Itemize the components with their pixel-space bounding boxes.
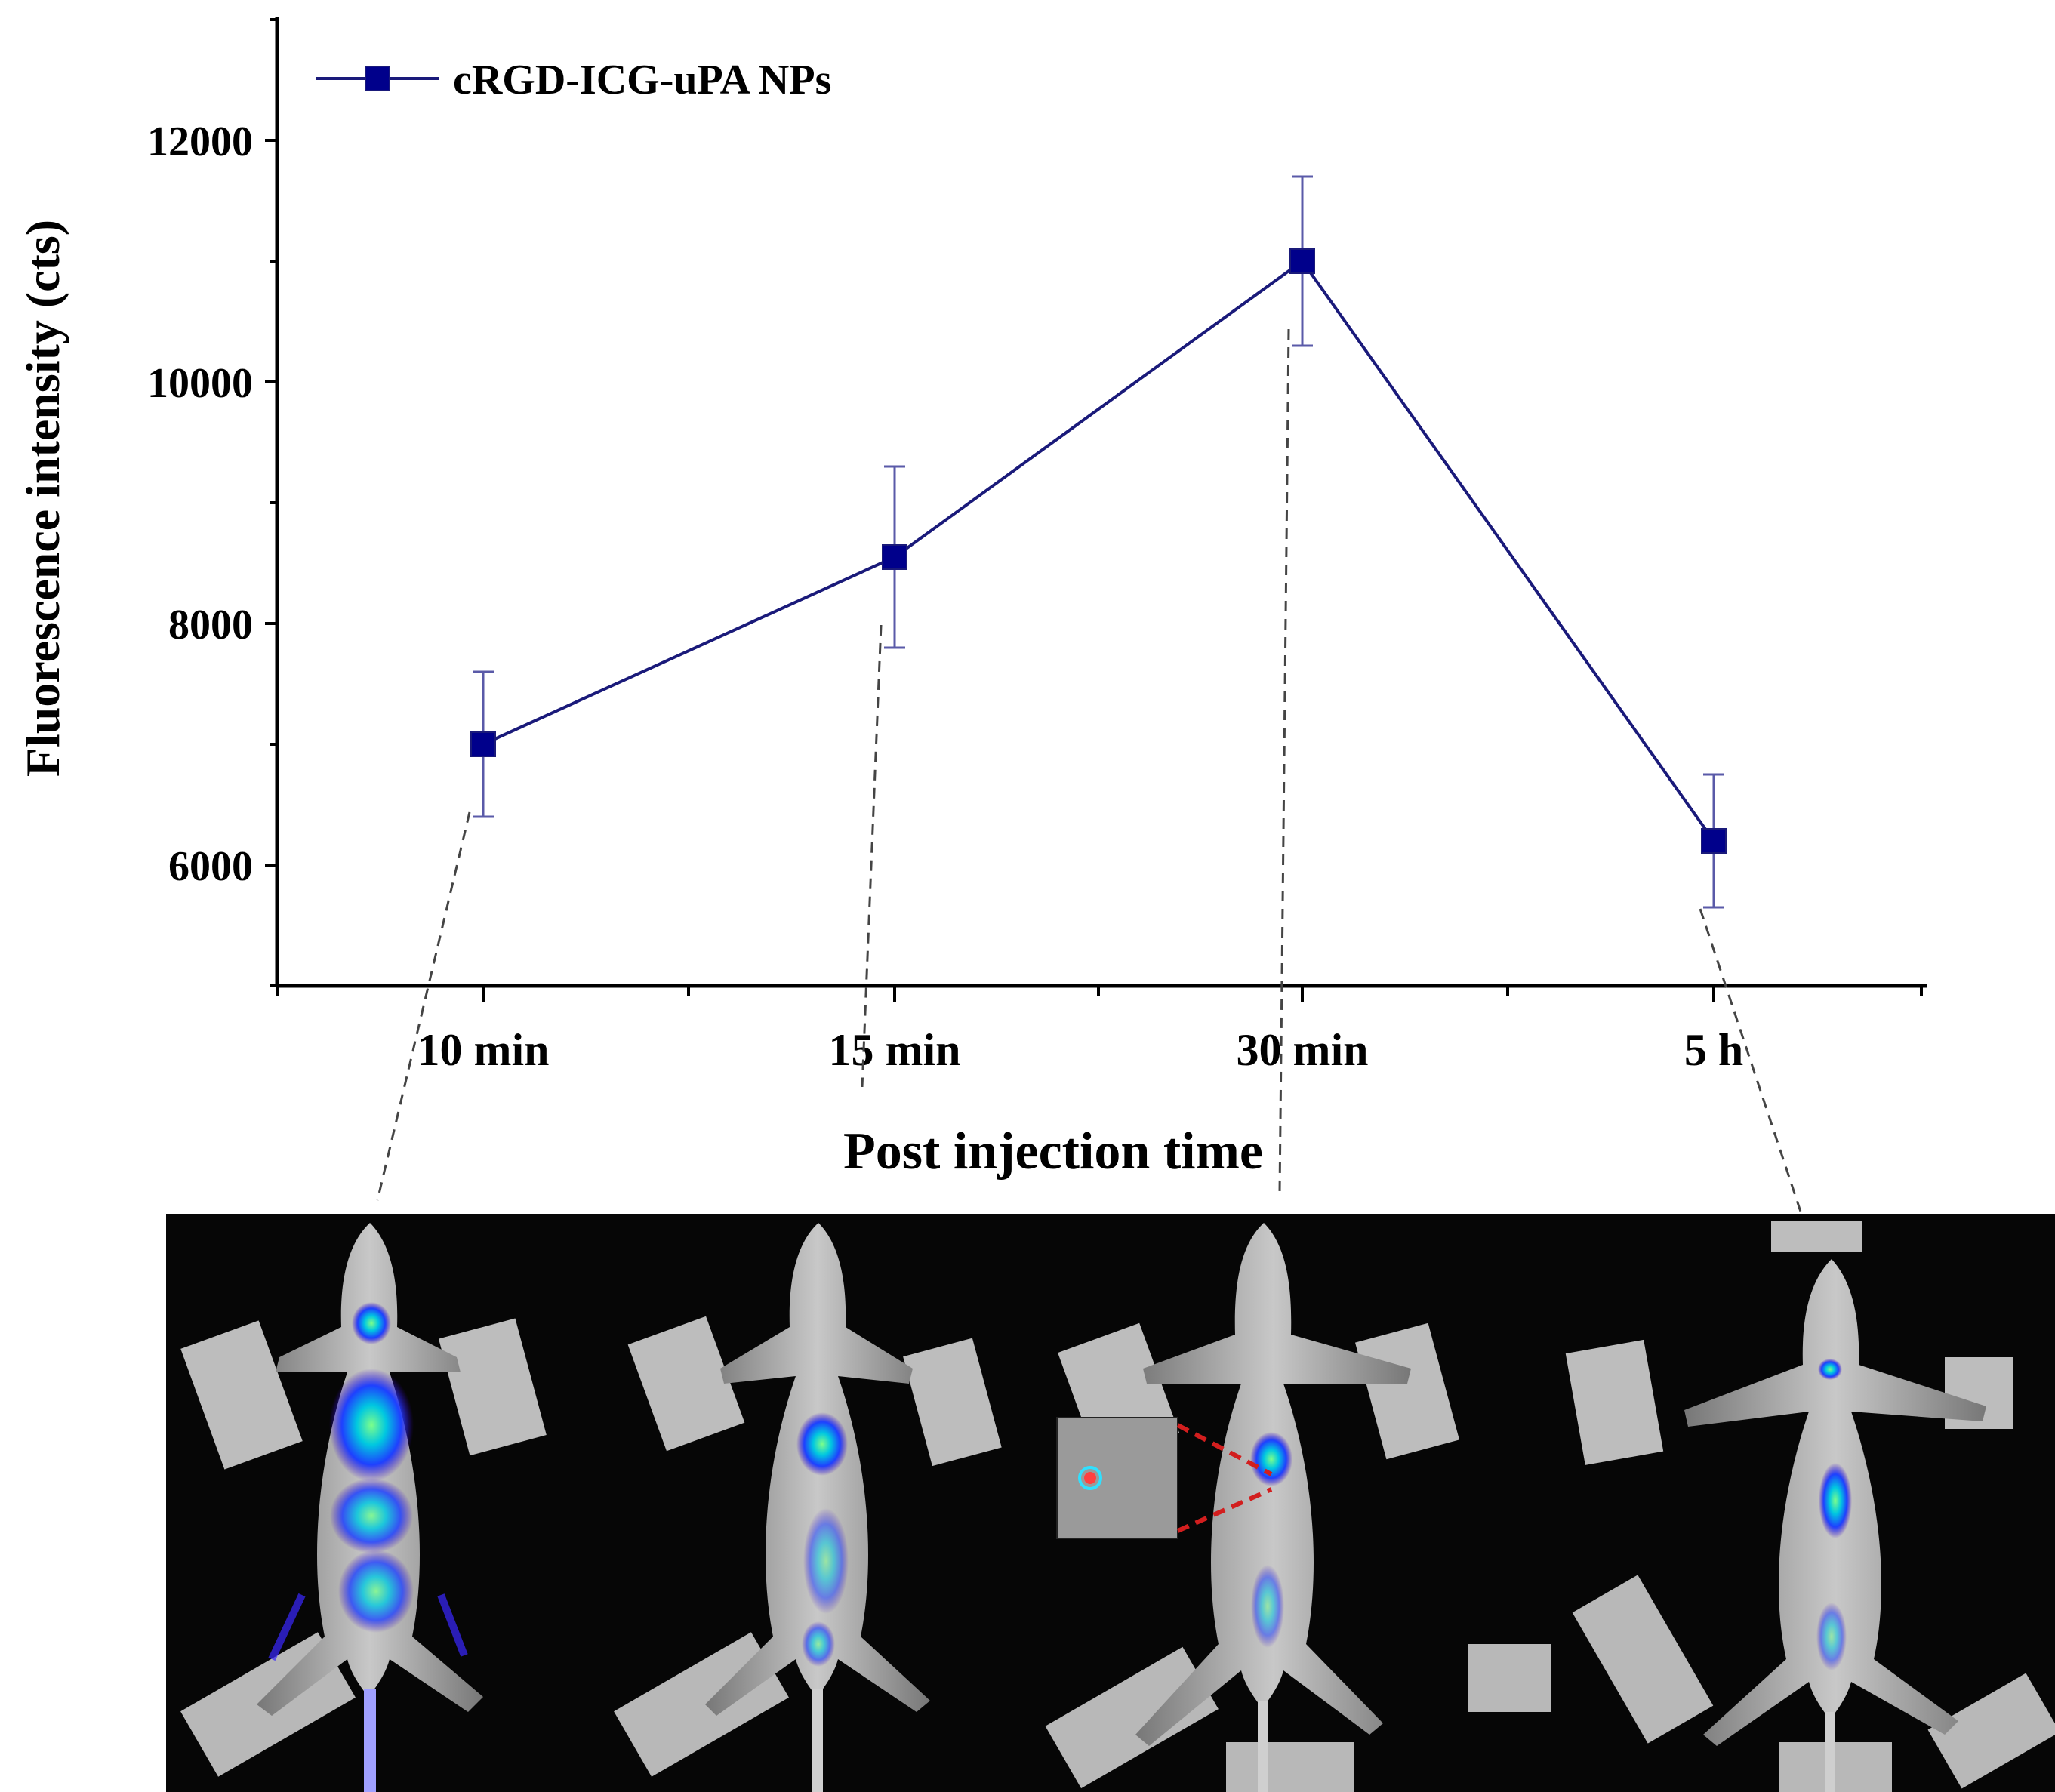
legend: cRGD-ICG-uPA NPs — [316, 57, 831, 103]
y-tick-label: 8000 — [168, 602, 253, 648]
series-line — [482, 259, 1715, 842]
image-panel-10-min — [166, 1214, 569, 1792]
x-tick-label: 5 h — [1684, 1025, 1743, 1075]
x-axis-title: Post injection time — [843, 1122, 1263, 1181]
series-cRGD-ICG-uPA-NPs — [470, 175, 1727, 909]
data-point-marker — [1289, 248, 1315, 274]
connector-line — [376, 811, 471, 1201]
connector-lines — [376, 328, 1802, 1212]
y-tick-label: 12000 — [147, 119, 253, 165]
data-point-marker — [1701, 828, 1727, 854]
x-tick-label: 10 min — [417, 1025, 549, 1075]
legend-label: cRGD-ICG-uPA NPs — [453, 57, 831, 103]
image-panel-15-min — [569, 1214, 1015, 1792]
image-panel-5-h — [1552, 1214, 2055, 1792]
legend-marker-swatch — [365, 66, 390, 91]
connector-line — [861, 624, 883, 1088]
y-tick-label: 6000 — [168, 843, 253, 890]
x-axis-ticks: 10 min 15 min 30 min 5 h — [276, 986, 1923, 1075]
data-point-marker — [882, 544, 907, 570]
y-tick-label: 10000 — [147, 360, 253, 407]
x-tick-label: 15 min — [828, 1025, 960, 1075]
x-tick-label: 30 min — [1236, 1025, 1368, 1075]
image-panel-30-min — [1015, 1214, 1552, 1792]
zoom-inset — [1056, 1417, 1178, 1539]
y-axis-title: Fluorescence intensity (cts) — [16, 220, 69, 777]
y-axis-ticks: 6000 8000 10000 12000 — [147, 18, 277, 987]
data-point-marker — [470, 731, 496, 757]
